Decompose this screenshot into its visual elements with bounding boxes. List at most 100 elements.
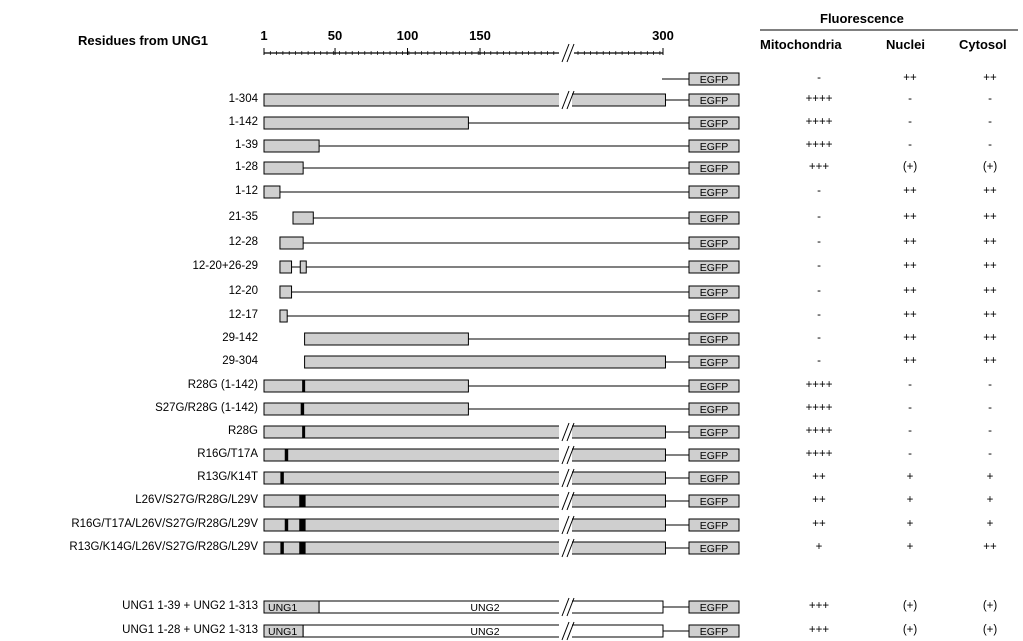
row-7-cytosol-value: ++ [983,236,997,248]
axis-tick-label: 1 [260,28,267,43]
row-11-mito-value: - [817,332,821,344]
row-20-gap-slash-1 [561,538,570,558]
row-9-label: 12-20 [228,285,258,297]
row-5-segment-0 [263,185,281,199]
row-12-label: 29-304 [222,355,258,367]
axis-gap-slash-2 [566,43,575,63]
row-19-cytosol-value: + [986,518,994,530]
row-18-mutation-0 [299,495,306,507]
row-0-egfp-label: EGFP [700,74,729,86]
row-2-egfp-label: EGFP [700,118,729,130]
row-5-cytosol-value: ++ [983,185,997,197]
row-6-label: 21-35 [228,211,258,223]
row-6-mito-value: - [817,211,821,223]
row-0-mito-value: - [817,72,821,84]
row-7-egfp-box [688,236,740,250]
row-10-egfp-box [688,309,740,323]
row-14-egfp-label: EGFP [700,404,729,416]
row-16-label: R16G/T17A [197,448,258,460]
row-0-nuclei-value: ++ [903,72,917,84]
row-9-nuclei-value: ++ [903,285,917,297]
row-8-segment-0 [279,260,293,274]
row-18-egfp-box [688,494,740,508]
row-16-egfp-label: EGFP [700,450,729,462]
row-19-mutation-0 [284,519,289,531]
row-16-gap-slash-2 [566,445,575,465]
row-9-egfp-box [688,285,740,299]
row-5-egfp-label: EGFP [700,187,729,199]
row-5-egfp-box [688,185,740,199]
row-2-egfp-box [688,116,740,130]
row-15-egfp-box [688,425,740,439]
row-1-cytosol-value: - [988,93,992,105]
row-5-label: 1-12 [234,185,258,197]
row-1-gap-slash-1 [561,90,570,110]
row-1-egfp-box [688,93,740,107]
chimera-0-egfp-label: EGFP [700,602,729,614]
row-19-mutation-1 [299,519,306,531]
row-16-mito-value: ++++ [805,448,833,460]
row-20-label: R13G/K14G/L26V/S27G/R28G/L29V [69,541,258,553]
row-15-nuclei-value: - [908,425,912,437]
row-10-label: 12-17 [228,309,258,321]
row-13-segment-0 [263,379,469,393]
axis-tick-label: 50 [328,28,342,43]
row-19-nuclei-value: + [906,518,914,530]
row-19-egfp-label: EGFP [700,520,729,532]
row-11-egfp-label: EGFP [700,334,729,346]
row-12-nuclei-value: ++ [903,355,917,367]
chimera-1-gap-slash-1 [561,621,570,641]
row-12-cytosol-value: ++ [983,355,997,367]
row-20-egfp-label: EGFP [700,543,729,555]
row-8-segment-1 [299,260,307,274]
row-5-mito-value: - [817,185,821,197]
row-10-cytosol-value: ++ [983,309,997,321]
row-9-segment-0 [279,285,293,299]
row-14-mito-value: ++++ [805,402,833,414]
row-12-mito-value: - [817,355,821,367]
row-4-cytosol-value: (+) [982,161,998,173]
row-19-segment-0 [263,518,666,532]
row-10-nuclei-value: ++ [903,309,917,321]
row-18-segment-0 [263,494,666,508]
row-17-label: R13G/K14T [197,471,258,483]
row-12-segment-0 [304,355,666,369]
row-7-segment-0 [279,236,304,250]
axis-tick-label: 300 [652,28,674,43]
row-13-nuclei-value: - [908,379,912,391]
row-6-nuclei-value: ++ [903,211,917,223]
row-12-egfp-label: EGFP [700,357,729,369]
row-6-segment-0 [292,211,314,225]
row-10-segment-0 [279,309,288,323]
row-16-cytosol-value: - [988,448,992,460]
row-15-label: R28G [227,425,258,437]
row-4-egfp-label: EGFP [700,163,729,175]
row-13-egfp-label: EGFP [700,381,729,393]
row-18-label: L26V/S27G/R28G/L29V [135,494,258,506]
row-2-mito-value: ++++ [805,116,833,128]
row-14-segment-0 [263,402,469,416]
row-17-segment-0 [263,471,666,485]
row-2-cytosol-value: - [988,116,992,128]
row-19-mito-value: ++ [812,518,826,530]
row-20-gap-slash-2 [566,538,575,558]
row-1-gap-slash-2 [566,90,575,110]
row-13-label: R28G (1-142) [187,379,258,391]
axis-title: Residues from UNG1 [78,33,209,48]
row-15-gap-slash-1 [561,422,570,442]
row-3-nuclei-value: - [908,139,912,151]
row-2-nuclei-value: - [908,116,912,128]
row-4-egfp-box [688,161,740,175]
chimera-0-ung2-label: UNG2 [470,602,499,614]
row-3-egfp-box [688,139,740,153]
row-18-mito-value: ++ [812,494,826,506]
row-3-mito-value: ++++ [805,139,833,151]
row-4-label: 1-28 [234,161,258,173]
row-1-mito-value: ++++ [805,93,833,105]
chimera-1-label: UNG1 1-28 + UNG2 1-313 [122,624,258,636]
row-20-mutation-1 [299,542,306,554]
column-cytosol: Cytosol [959,37,1007,52]
row-11-segment-0 [304,332,469,346]
axis-tick-label: 150 [469,28,491,43]
chimera-1-mito-value: +++ [808,624,830,636]
